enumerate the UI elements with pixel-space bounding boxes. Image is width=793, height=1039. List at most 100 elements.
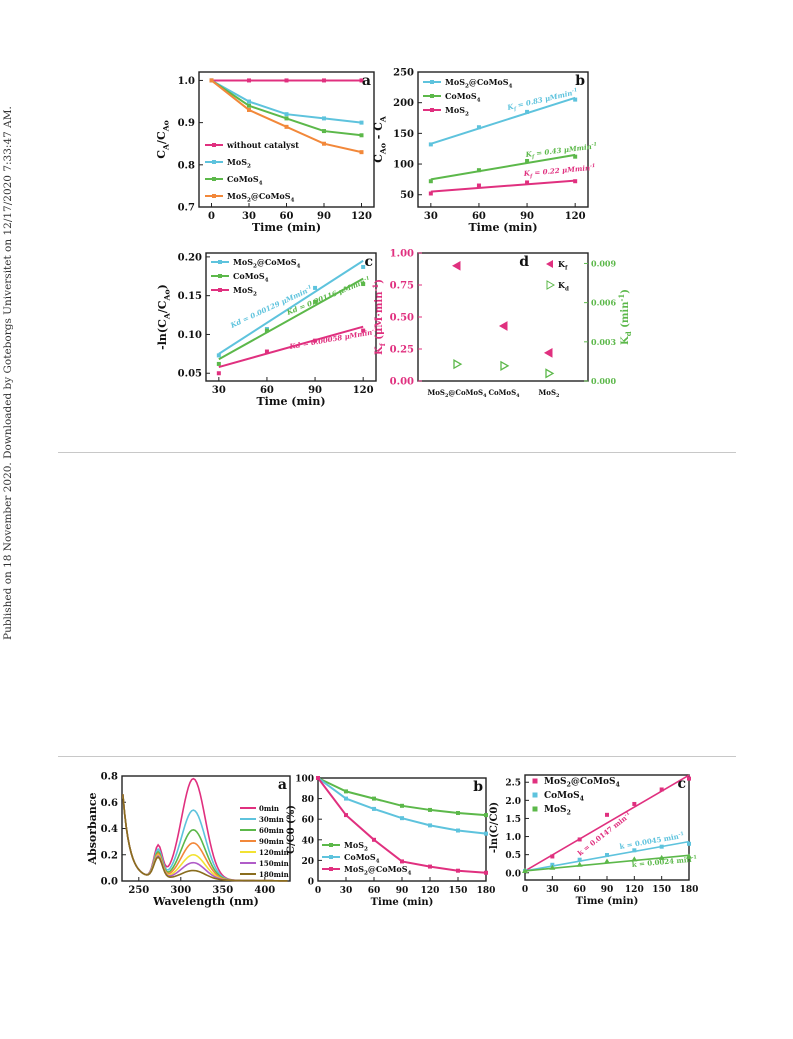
data-point xyxy=(576,861,583,867)
data-point xyxy=(284,112,289,117)
data-point xyxy=(532,778,538,784)
data-point xyxy=(372,806,376,811)
data-point xyxy=(428,864,432,869)
data-point xyxy=(212,177,216,181)
legend-entry: MoS2​ xyxy=(227,157,251,169)
data-point xyxy=(344,789,348,794)
fit-annotation: Kf​ = 0.22 μMmin-1​ xyxy=(522,163,596,180)
data-point xyxy=(359,78,364,83)
data-point xyxy=(284,78,289,83)
category-label: MoS2​@CoMoS4​ xyxy=(427,388,487,399)
y-axis-label: -ln(CA​/CAo​) xyxy=(156,284,171,350)
chart-fig2b: 0 30 60 90 120 150 180 0 20 40 60 80 100 Time (min) C/… xyxy=(286,775,495,909)
data-point xyxy=(216,361,221,366)
data-point xyxy=(525,109,530,114)
data-point xyxy=(484,813,488,818)
y-tick-label: 0.25 xyxy=(390,345,414,356)
kd-marker xyxy=(545,368,555,379)
legend-entry: MoS2​@CoMoS4​ xyxy=(344,864,412,876)
y-axis-label: C/C0 (%) xyxy=(286,805,297,854)
data-point xyxy=(344,796,348,801)
page-divider xyxy=(58,756,736,757)
x-tick-label: 90 xyxy=(317,211,331,222)
x-tick-label: 250 xyxy=(128,885,149,896)
legend-entry: CoMoS4​ xyxy=(445,91,481,103)
data-point xyxy=(428,807,432,812)
y-tick-label: 0.0 xyxy=(101,877,118,888)
data-point xyxy=(456,828,460,833)
y-tick-label: 1.0 xyxy=(505,833,521,843)
x-tick-label: 60 xyxy=(260,385,274,396)
chart-fig1c: 30 60 90 120 0.05 0.10 0.15 0.20 Time (min) -ln(C… xyxy=(156,252,378,408)
x-tick-label: 60 xyxy=(280,211,294,222)
data-point xyxy=(658,854,665,860)
data-point xyxy=(573,97,578,102)
x-axis-label: Wavelength (nm) xyxy=(152,895,259,908)
x-axis-label: Time (min) xyxy=(576,896,639,907)
data-point xyxy=(573,179,578,184)
series-line xyxy=(211,79,362,124)
y-axis-label: Absorbance xyxy=(86,792,99,865)
data-point xyxy=(216,371,221,376)
x-tick-label: 150 xyxy=(652,885,671,895)
data-point xyxy=(456,868,460,873)
data-point xyxy=(484,870,488,875)
panel-letter: a xyxy=(278,777,287,793)
y-tick-label: 0.15 xyxy=(178,291,202,302)
data-point xyxy=(428,191,433,196)
x-tick-label: 90 xyxy=(601,885,614,895)
legend-entry: 90min xyxy=(259,837,284,846)
data-point xyxy=(264,349,269,354)
data-point xyxy=(359,150,364,155)
legend-entry: 180min xyxy=(259,870,289,879)
y-axis-label: CA​/CAo​ xyxy=(155,120,170,159)
y-tick-label: 60 xyxy=(301,816,314,826)
legend-entry: CoMoS4​ xyxy=(344,852,380,864)
legend-entry: 30min xyxy=(259,815,284,824)
y2-tick-label: 0.000 xyxy=(591,376,616,386)
x-tick-label: 120 xyxy=(353,385,374,396)
y-tick-label: 0 xyxy=(308,878,314,888)
y-axis-label: CAo​ - CA​ xyxy=(372,115,387,163)
spectrum-line xyxy=(122,794,288,882)
data-point xyxy=(212,194,216,198)
legend-entry: MoS2​@CoMoS4​ xyxy=(544,777,621,789)
data-point xyxy=(476,168,481,173)
y-tick-label: 2.0 xyxy=(505,797,521,807)
y-tick-label: 0.7 xyxy=(178,203,195,214)
data-point xyxy=(313,299,318,304)
fit-line xyxy=(430,96,576,145)
data-point xyxy=(400,803,404,808)
data-point xyxy=(632,801,637,806)
legend-entry: Kf​ xyxy=(558,259,568,271)
kd-marker xyxy=(500,360,510,371)
data-point xyxy=(313,338,318,343)
data-point xyxy=(316,776,320,780)
legend-entry: MoS2​ xyxy=(445,105,469,117)
legend-entry: 150min xyxy=(259,859,289,868)
y2-tick-label: 0.003 xyxy=(591,337,616,347)
y-tick-label: 0.6 xyxy=(101,798,118,809)
data-point xyxy=(329,867,333,871)
y-tick-label: 0.20 xyxy=(178,252,202,263)
panel-letter: c xyxy=(677,776,686,792)
page-divider xyxy=(58,452,736,453)
y-tick-label: 2.5 xyxy=(505,779,521,789)
data-point xyxy=(216,353,221,358)
x-tick-label: 30 xyxy=(340,886,353,896)
x-tick-label: 30 xyxy=(546,885,559,895)
data-point xyxy=(247,78,251,83)
data-point xyxy=(525,158,530,163)
data-point xyxy=(430,108,434,112)
y-tick-label: 100 xyxy=(295,775,314,785)
data-point xyxy=(329,843,333,847)
x-tick-label: 180 xyxy=(477,886,496,896)
data-point xyxy=(605,853,609,858)
y-tick-label: 0.5 xyxy=(505,851,521,861)
fit-line xyxy=(430,179,576,193)
data-point xyxy=(322,129,326,134)
legend-entry: CoMoS4​ xyxy=(544,791,585,803)
x-tick-label: 30 xyxy=(424,211,438,222)
data-point xyxy=(577,857,582,862)
